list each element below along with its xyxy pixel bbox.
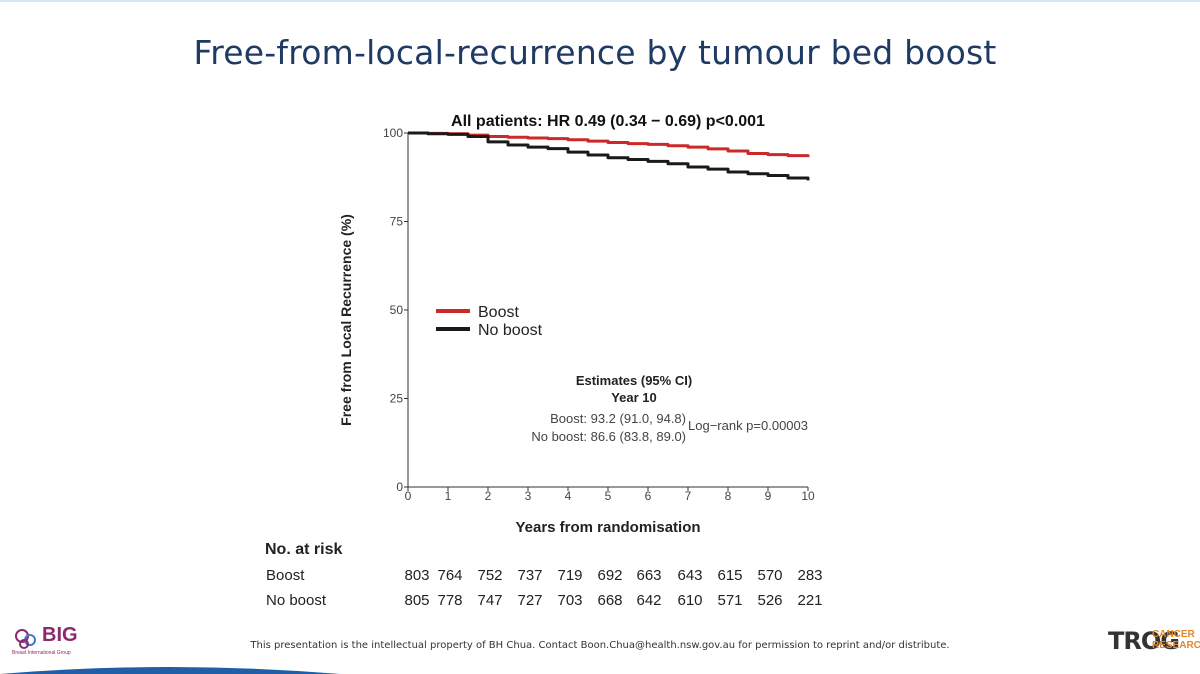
y-tick-label: 75 (390, 215, 404, 229)
y-tick-label: 25 (390, 392, 404, 406)
risk-cell: 747 (477, 592, 503, 609)
risk-cell: 803 (404, 567, 430, 584)
cancer-line-1: CANCER (1152, 629, 1195, 640)
risk-cell: 571 (717, 592, 743, 609)
risk-cell: 615 (717, 567, 743, 584)
risk-cell: 737 (517, 567, 543, 584)
risk-cell: 719 (557, 567, 583, 584)
chart-title: All patients: HR 0.49 (0.34 − 0.69) p<0.… (451, 113, 765, 130)
slide-title: Free-from-local-recurrence by tumour bed… (193, 33, 997, 72)
x-tick-label: 6 (645, 489, 652, 503)
y-axis-label: Free from Local Recurrence (%) (338, 214, 354, 426)
trog-logo-text: TROG (1108, 627, 1180, 655)
bottom-swoosh-decoration (0, 667, 340, 674)
x-tick-label: 7 (685, 489, 692, 503)
footer-note: This presentation is the intellectual pr… (250, 640, 950, 651)
x-tick-label: 4 (565, 489, 572, 503)
risk-cell: 805 (404, 592, 430, 609)
risk-cell: 703 (557, 592, 583, 609)
x-tick-label: 3 (525, 489, 532, 503)
estimate-boost: Boost: 93.2 (91.0, 94.8) (550, 411, 686, 426)
x-tick-label: 8 (725, 489, 732, 503)
x-tick-label: 1 (445, 489, 452, 503)
estimate-no-boost: No boost: 86.6 (83.8, 89.0) (531, 429, 686, 444)
risk-cell: 221 (797, 592, 823, 609)
risk-cell: 727 (517, 592, 543, 609)
logrank-p: Log−rank p=0.00003 (688, 418, 808, 433)
risk-row-label: Boost (266, 567, 305, 584)
risk-row-label: No boost (266, 592, 327, 609)
top-border (0, 0, 1200, 2)
risk-cell: 570 (757, 567, 783, 584)
risk-cell: 778 (437, 592, 463, 609)
y-tick-label: 0 (396, 480, 403, 494)
risk-cell: 764 (437, 567, 463, 584)
x-tick-label: 9 (765, 489, 772, 503)
risk-cell: 663 (636, 567, 662, 584)
risk-cell: 668 (597, 592, 623, 609)
x-tick-label: 5 (605, 489, 612, 503)
estimates-heading: Estimates (95% CI) (576, 373, 692, 388)
risk-cell: 692 (597, 567, 623, 584)
series-line-no-boost (408, 131, 810, 181)
risk-cell: 643 (677, 567, 703, 584)
x-tick-label: 2 (485, 489, 492, 503)
y-tick-label: 50 (390, 303, 404, 317)
cancer-research-logo: CANCER RESEARCH (1152, 629, 1200, 651)
risk-table-heading: No. at risk (265, 541, 343, 558)
big-logo-subtitle: Breast International Group (12, 650, 71, 656)
estimates-subheading: Year 10 (611, 390, 657, 405)
x-tick-label: 10 (801, 489, 815, 503)
x-tick-label: 0 (405, 489, 412, 503)
risk-cell: 752 (477, 567, 503, 584)
x-axis-label: Years from randomisation (515, 519, 700, 536)
risk-cell: 526 (757, 592, 783, 609)
big-logo-icon (15, 629, 36, 649)
y-tick-label: 100 (383, 126, 403, 140)
big-logo-text: BIG (42, 624, 78, 646)
legend-entry-no-boost: No boost (478, 322, 543, 339)
legend-entry-boost: Boost (478, 304, 519, 321)
risk-cell: 610 (677, 592, 703, 609)
cancer-line-2: RESEARCH (1152, 640, 1200, 651)
risk-cell: 283 (797, 567, 823, 584)
risk-cell: 642 (636, 592, 662, 609)
